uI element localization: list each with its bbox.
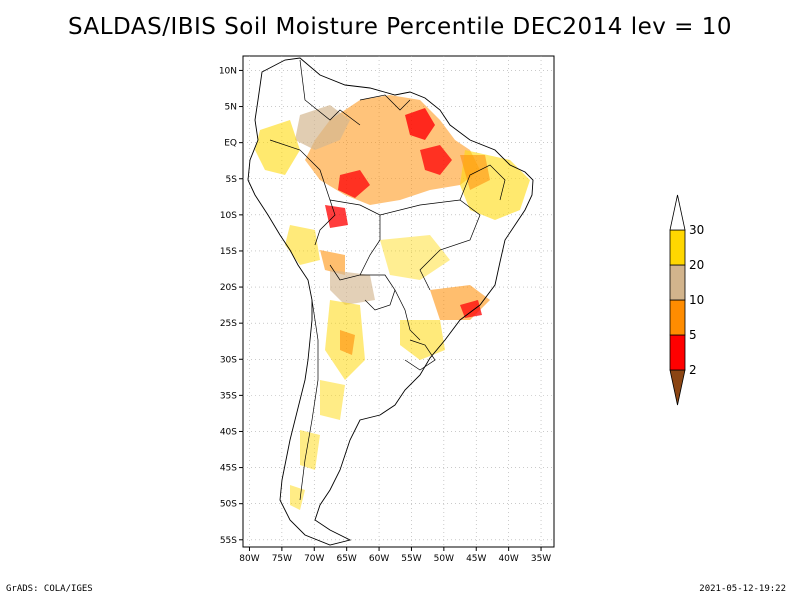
south-america-coastline (247, 57, 534, 546)
map-title: SALDAS/IBIS Soil Moisture Percentile DEC… (67, 14, 733, 40)
lat-label: 45S (220, 464, 237, 474)
lon-label: 35W (531, 554, 551, 564)
lon-label: 70W (304, 554, 324, 564)
colorbar-label: 2 (689, 363, 697, 377)
lon-label: 60W (369, 554, 389, 564)
patch-bolivia-orange (320, 250, 345, 275)
colorbar-segment (669, 229, 686, 266)
lon-label: 65W (336, 554, 356, 564)
lat-label: 50S (220, 500, 237, 510)
patch-chaco-tan (330, 270, 375, 305)
lon-label: 50W (434, 554, 454, 564)
longitude-labels: 80W 75W 70W 65W 60W 55W 50W 45W 40W 35W (239, 547, 551, 564)
country-borders (269, 59, 506, 501)
patch-para-red (420, 145, 452, 175)
colorbar-bottom-triangle (669, 369, 686, 406)
latitude-labels: 10N 5N EQ 5S 10S 15S 20S 25S 30S 35S 40S 45S 50S 55S (219, 66, 243, 546)
patch-south-yellow (400, 320, 445, 360)
lon-label: 75W (272, 554, 292, 564)
colorbar-label: 10 (689, 293, 704, 307)
lat-label: 5S (226, 175, 238, 185)
border-uruguay (404, 339, 436, 371)
moisture-patches (255, 95, 530, 510)
colorbar-segment (669, 264, 686, 301)
lat-label: 15S (220, 247, 237, 257)
lat-label: EQ (224, 139, 237, 149)
colorbar-label: 30 (689, 223, 704, 237)
footer-timestamp: 2021-05-12-19:22 (699, 584, 786, 594)
lat-label: 55S (220, 536, 237, 546)
map-panel (242, 55, 555, 548)
lat-label: 5N (225, 103, 237, 113)
colorbar-segment (669, 299, 686, 336)
colorbar-label: 5 (689, 328, 697, 342)
border-chile-argentina (299, 299, 319, 501)
patch-southeast-red (460, 300, 482, 318)
patch-west-coast-yellow (285, 225, 320, 265)
lat-label: 10N (219, 66, 237, 76)
patch-central-yellow (380, 235, 450, 280)
patch-patagonia-yellow (320, 380, 345, 420)
lat-label: 30S (220, 355, 237, 365)
lat-label: 35S (220, 391, 237, 401)
footer-credit: GrADS: COLA/IGES (6, 584, 93, 594)
lon-label: 40W (498, 554, 518, 564)
border-guianas (359, 94, 411, 111)
lon-label: 55W (401, 554, 421, 564)
border-argentina-brazil (394, 289, 421, 341)
lon-label: 80W (239, 554, 259, 564)
colorbar-label: 20 (689, 258, 704, 272)
patch-argentina-orange (340, 330, 355, 355)
patch-north-tan (295, 105, 350, 150)
border-colombia-venezuela (299, 59, 361, 126)
lat-label: 20S (220, 283, 237, 293)
colorbar-segment (669, 334, 686, 371)
colorbar: 2 5 10 20 30 (669, 194, 704, 406)
patch-amapa-red (405, 108, 435, 140)
patch-center-red (338, 170, 370, 198)
lat-label: 40S (220, 427, 237, 437)
border-brazil-states (379, 199, 481, 291)
patch-west-red (325, 205, 348, 228)
border-bolivia (329, 199, 381, 281)
lat-label: 25S (220, 319, 237, 329)
lat-label: 10S (220, 211, 237, 221)
colorbar-top-triangle (669, 194, 686, 231)
border-paraguay (360, 274, 396, 311)
patch-northwest-yellow (255, 120, 300, 175)
border-brazil-states-2 (459, 164, 506, 201)
lon-label: 45W (466, 554, 486, 564)
